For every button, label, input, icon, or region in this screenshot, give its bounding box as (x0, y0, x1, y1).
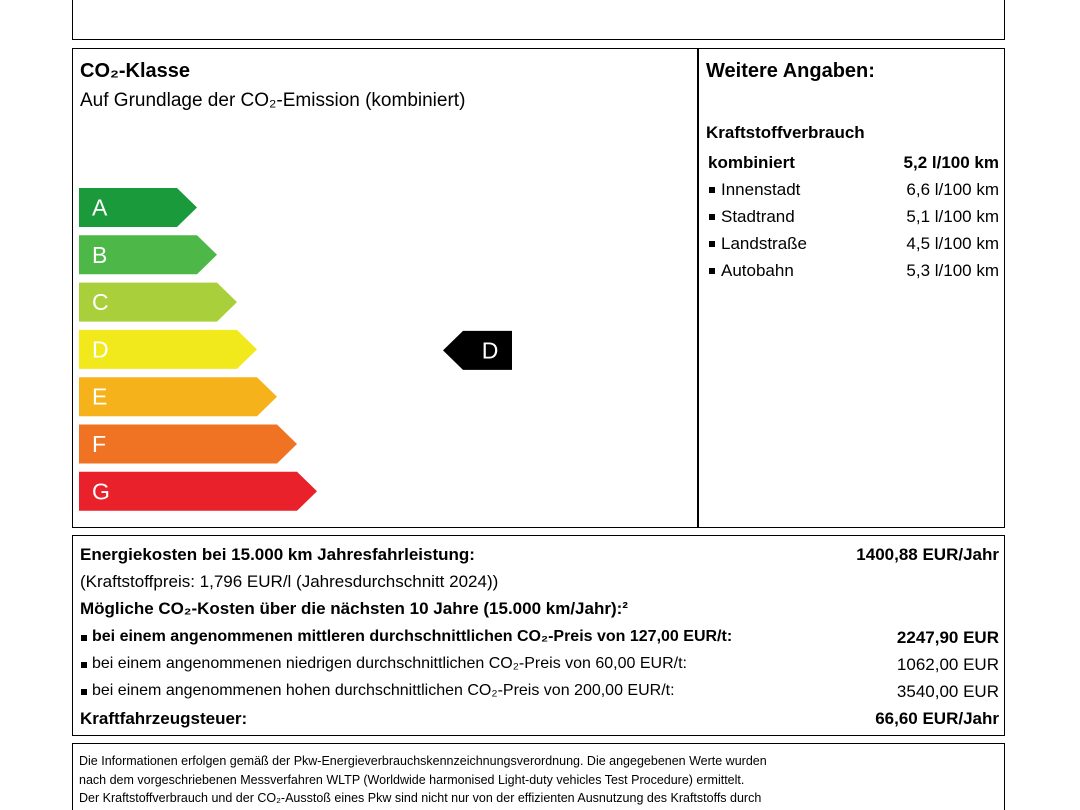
tax-value: 66,60 EUR/Jahr (875, 709, 999, 728)
fuel-label: kombiniert (708, 153, 795, 172)
class-arrow (79, 424, 297, 464)
energy-value: 1400,88 EUR/Jahr (856, 545, 999, 564)
class-letter: D (92, 336, 109, 362)
fuel-value: 5,1 l/100 km (906, 207, 999, 226)
class-arrow (79, 188, 197, 227)
tax-label: Kraftfahrzeugsteuer: (80, 709, 248, 728)
bullet (709, 241, 715, 247)
footnote-line: Der Kraftstoffverbrauch und der CO₂-Auss… (79, 791, 762, 805)
fuel-value: 6,6 l/100 km (906, 180, 999, 199)
bullet (81, 689, 87, 695)
divider (697, 48, 699, 528)
fuel-label: Innenstadt (721, 180, 801, 199)
class-arrow (79, 471, 317, 511)
class-arrow (79, 235, 217, 275)
fuel-label: Autobahn (721, 261, 794, 280)
fuel-value: 4,5 l/100 km (906, 234, 999, 253)
energy-label: Energiekosten bei 15.000 km Jahresfahrle… (80, 545, 475, 564)
bullet (709, 187, 715, 193)
current-class-arrow (443, 330, 512, 370)
fuel-value: 5,2 l/100 km (903, 153, 999, 172)
class-arrow (79, 282, 237, 322)
footnote-line: nach dem vorgeschriebenen Messverfahren … (79, 772, 745, 787)
co2-cost-value: 3540,00 EUR (896, 682, 999, 701)
section-title: Kraftstoffverbrauch (706, 123, 865, 142)
costs-box (72, 535, 1005, 736)
co2-cost-value: 1062,00 EUR (896, 655, 999, 674)
class-letter: G (92, 478, 110, 504)
bullet (709, 268, 715, 274)
co2-cost-label: bei einem angenommenen mittleren durchsc… (92, 628, 733, 645)
co2-cost-label: bei einem angenommenen niedrigen durchsc… (92, 655, 687, 672)
co2-subtitle: Auf Grundlage der CO₂-Emission (kombinie… (80, 90, 466, 111)
top-box (72, 0, 1005, 40)
fuel-label: Stadtrand (721, 207, 795, 226)
class-letter: C (92, 289, 109, 315)
class-arrow (79, 377, 277, 417)
co2-cost-label: bei einem angenommenen hohen durchschnit… (92, 682, 675, 699)
class-letter: F (92, 431, 106, 457)
footnote-box (72, 743, 1005, 810)
fuel-price: (Kraftstoffpreis: 1,796 EUR/l (Jahresdur… (80, 572, 499, 591)
current-class-letter: D (482, 337, 499, 363)
fuel-value: 5,3 l/100 km (906, 261, 999, 280)
further-title: Weitere Angaben: (706, 60, 875, 82)
label-box (72, 48, 1005, 528)
class-letter: A (92, 195, 108, 221)
class-arrow (79, 329, 257, 369)
co2-heading: Mögliche CO₂-Kosten über die nächsten 10… (80, 599, 628, 618)
co2-cost-value: 2247,90 EUR (896, 628, 999, 647)
bullet (709, 214, 715, 220)
class-letter: E (92, 384, 107, 410)
fuel-label: Landstraße (721, 234, 807, 253)
footnote-line: Die Informationen erfolgen gemäß der Pkw… (79, 754, 767, 768)
class-letter: B (92, 242, 107, 268)
bullet (81, 662, 87, 668)
bullet (81, 635, 87, 641)
co2-title: CO₂-Klasse (80, 60, 191, 82)
